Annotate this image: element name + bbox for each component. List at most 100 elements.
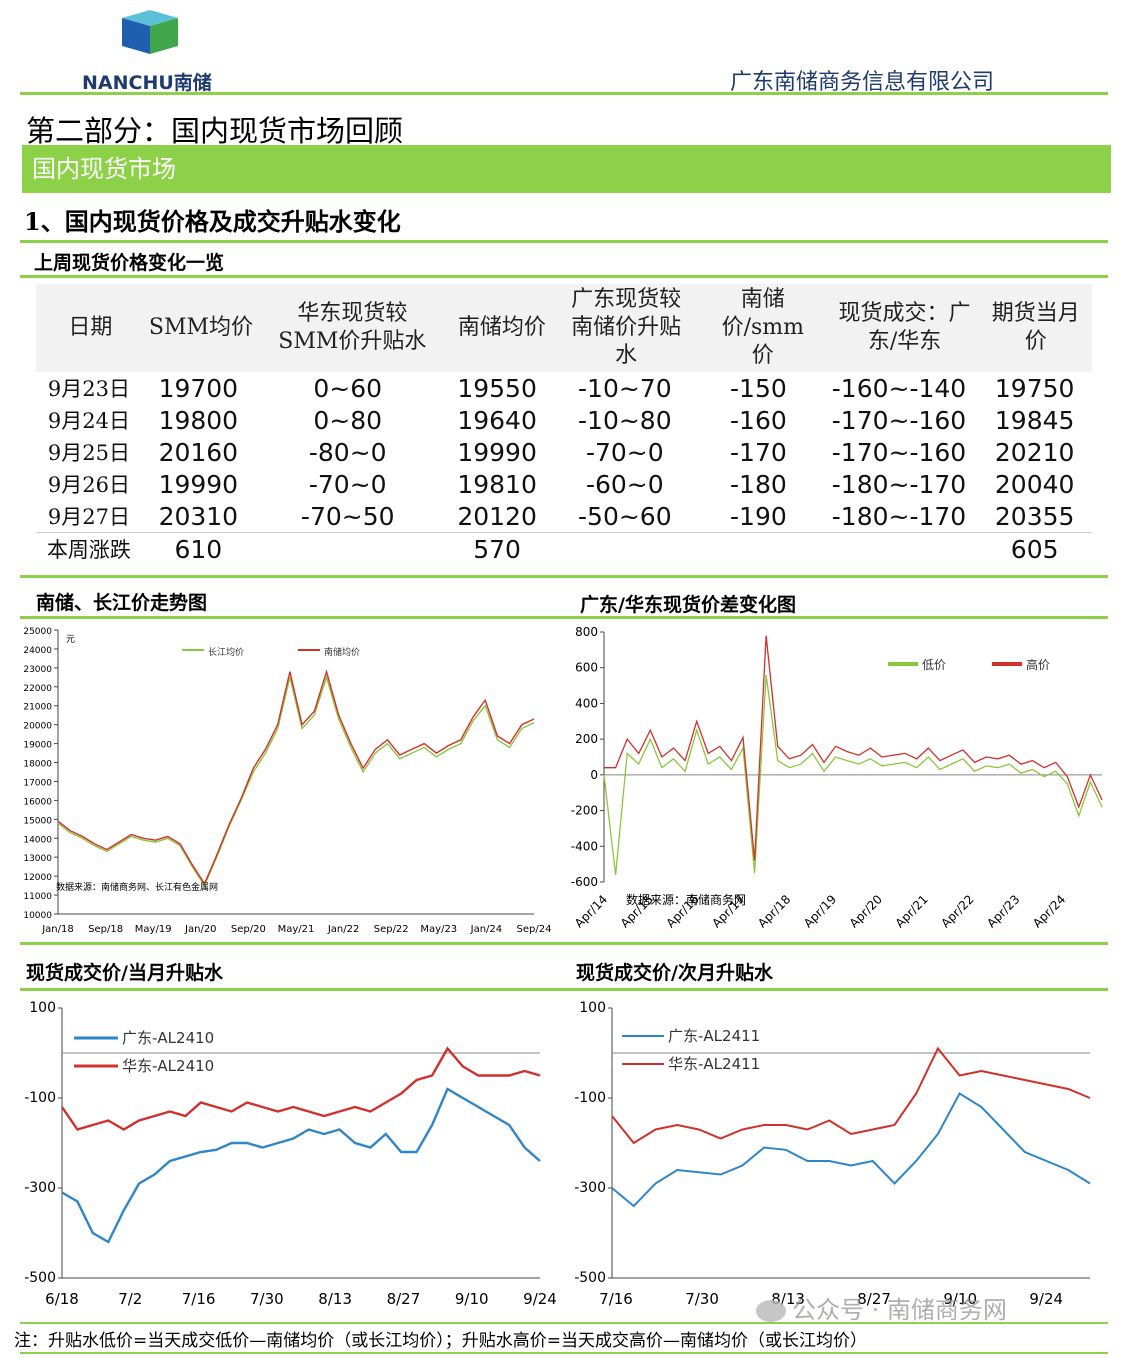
y-tick-label: -400 <box>571 839 598 853</box>
y-tick-label: -100 <box>24 1090 56 1106</box>
y-tick-label: 600 <box>575 661 598 675</box>
price-table: 日期 SMM均价 华东现货较SMM价升贴水 南储均价 广东现货较南储价升贴水 南… <box>36 284 1092 572</box>
chart-title-3: 现货成交价/当月升贴水 <box>26 962 223 984</box>
series-line-1 <box>61 1087 541 1244</box>
logo-mark-icon <box>122 10 178 54</box>
y-tick-label: 23000 <box>23 665 52 675</box>
series-line-1 <box>603 674 1103 875</box>
table-cell: 19700 <box>158 373 239 403</box>
table-cell: -70~0 <box>585 437 664 467</box>
y-tick-label: -100 <box>574 1090 606 1106</box>
y-tick-label: 17000 <box>23 778 52 788</box>
header-trade: 现货成交：广东/华东 <box>838 301 971 354</box>
chart-current-month: 100 -100 -300 -500 6/18 7/2 7/16 7/30 8/13 8/27 9/… <box>6 994 557 1314</box>
table-cell: 0~80 <box>313 405 383 435</box>
table-cell <box>696 533 821 566</box>
table-cell: 19810 <box>457 469 537 499</box>
table-cell: -10~80 <box>578 405 672 435</box>
series-line-2 <box>604 635 1103 861</box>
table-row: 9月25日 20160 -80~0 19990 -70~0 -170 -170~-160 20… <box>36 436 1092 468</box>
cell-date: 9月26日 <box>47 473 130 497</box>
table-cell: -190 <box>730 501 787 531</box>
y-tick-label: 12000 <box>23 873 52 883</box>
x-tick-label: Sep/24 <box>517 924 552 935</box>
y-tick-label: 25000 <box>23 627 52 637</box>
cell-date: 本周涨跌 <box>46 538 131 562</box>
x-tick-label: May/21 <box>278 924 315 935</box>
legend-label: 广东-AL2410 <box>122 1029 214 1047</box>
y-tick-label: 800 <box>575 625 598 639</box>
table-cell: -170~-160 <box>831 437 967 467</box>
x-tick-label: 7/2 <box>118 1290 142 1308</box>
table-cell <box>821 533 978 566</box>
subsection-title: 1、国内现货价格及成交升贴水变化 <box>24 207 401 236</box>
series-line-2 <box>61 1046 541 1131</box>
source-note: 数据来源：南储商务网 <box>626 892 746 907</box>
x-tick-label: Apr/23 <box>984 892 1022 930</box>
table-row: 9月27日 20310 -70~50 20120 -50~60 -190 -180~-170… <box>36 500 1092 533</box>
table-cell: 19750 <box>994 373 1075 403</box>
legend-label: 南储均价 <box>324 646 360 658</box>
table-cell: 20310 <box>158 501 239 531</box>
footnote: 注：升贴水低价=当天成交低价—南储均价（或长江均价）；升贴水高价=当天成交高价—… <box>14 1331 867 1351</box>
x-tick-label: 9/10 <box>455 1290 489 1308</box>
series-line-1 <box>611 1092 1091 1208</box>
table-row: 9月24日 19800 0~80 19640 -10~80 -160 -170~-160 19… <box>36 404 1092 436</box>
series-line-2 <box>611 1046 1091 1145</box>
table-cell <box>255 533 441 566</box>
legend-label: 高价 <box>1026 657 1050 672</box>
cell-date: 9月24日 <box>47 409 130 433</box>
header-date: 日期 <box>68 315 113 340</box>
x-tick-label: Jan/24 <box>470 924 503 935</box>
x-tick-label: Apr/20 <box>847 892 885 930</box>
legend-label: 华东-AL2410 <box>122 1057 214 1075</box>
table-cell: 19550 <box>457 373 537 403</box>
table-cell: 570 <box>473 534 521 564</box>
divider <box>20 240 1108 243</box>
x-tick-label: May/23 <box>420 924 457 935</box>
y-tick-label: 100 <box>29 1000 56 1016</box>
x-tick-label: Apr/18 <box>755 892 793 930</box>
header-futures: 期货当月价 <box>991 301 1080 354</box>
chart-price-trend: 10000 11000 12000 13000 14000 15000 16000 17000… <box>14 622 554 938</box>
x-tick-label: 9/24 <box>1029 1290 1063 1308</box>
y-tick-label: 200 <box>575 732 598 746</box>
table-row: 9月26日 19990 -70~0 19810 -60~0 -180 -180~-170 20… <box>36 468 1092 500</box>
x-tick-label: 8/13 <box>318 1290 352 1308</box>
x-tick-label: Apr/21 <box>893 892 931 930</box>
table-cell: -160 <box>730 405 787 435</box>
table-cell: -60~0 <box>585 469 664 499</box>
divider <box>20 616 1108 619</box>
x-tick-label: Sep/20 <box>231 924 266 935</box>
table-cell: -50~60 <box>578 501 672 531</box>
watermark: 公众号 · 南储商务网 <box>756 1290 1007 1325</box>
watermark-text: 公众号 · 南储商务网 <box>792 1296 1007 1324</box>
table-row: 9月23日 19700 0~60 19550 -10~70 -150 -160~-140 19… <box>36 372 1092 404</box>
header-huadong-premium: 华东现货较SMM价升贴水 <box>278 301 427 354</box>
company-name: 广东南储商务信息有限公司 <box>730 70 995 95</box>
table-cell: 20210 <box>994 437 1075 467</box>
table-cell: 19990 <box>158 469 239 499</box>
divider <box>20 1322 1108 1324</box>
summary-row: 本周涨跌 610 570 605 <box>36 532 1092 566</box>
header-nanchu: 南储均价 <box>457 315 546 340</box>
x-tick-label: May/19 <box>135 924 172 935</box>
y-tick-label: -200 <box>571 804 598 818</box>
y-tick-label: 22000 <box>23 684 52 694</box>
x-tick-label: Apr/22 <box>938 892 976 930</box>
y-tick-label: 100 <box>579 1000 606 1016</box>
legend-label: 低价 <box>922 658 946 672</box>
y-tick-label: 18000 <box>23 760 52 770</box>
x-tick-label: 7/30 <box>685 1290 719 1308</box>
y-tick-label: -500 <box>24 1270 56 1286</box>
x-tick-label: 8/27 <box>857 1290 891 1308</box>
y-tick-label: 15000 <box>23 816 52 826</box>
table-cell: 19800 <box>158 405 239 435</box>
x-tick-label: 6/18 <box>45 1290 79 1308</box>
x-tick-label: Sep/22 <box>374 924 409 935</box>
legend-label: 长江均价 <box>208 646 244 658</box>
logo-text: NANCHU南储 <box>82 68 212 95</box>
table-cell: 20355 <box>994 501 1075 531</box>
y-tick-label: 13000 <box>23 854 52 864</box>
y-tick-label: 19000 <box>23 741 52 751</box>
